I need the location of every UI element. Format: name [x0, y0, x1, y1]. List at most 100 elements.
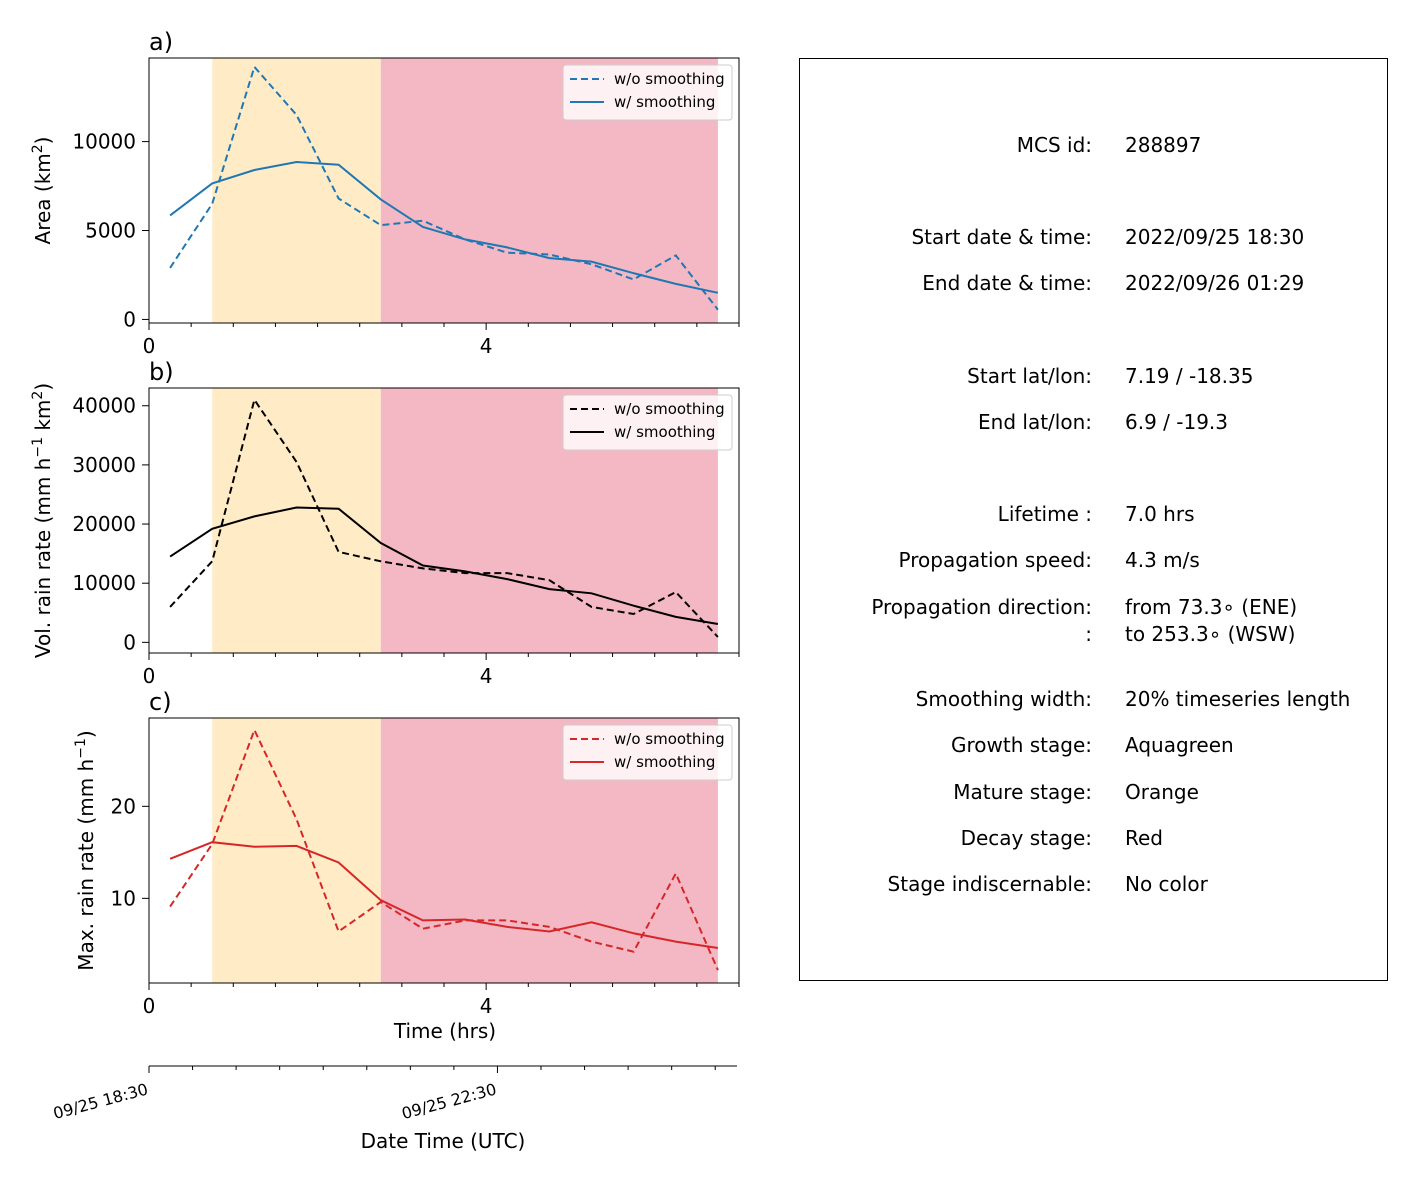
info-row: Propagation direction: from 73.3∘ (ENE): [800, 595, 1387, 619]
info-label: Growth stage:: [950, 733, 1092, 757]
y-axis-label-text: ): [31, 137, 55, 145]
info-row: Decay stage: Red: [800, 826, 1387, 850]
panel-label: a): [149, 28, 173, 56]
info-value: Red: [1125, 826, 1163, 850]
info-row: Stage indiscernable: No color: [800, 872, 1387, 896]
panel-a: 0 4 0 5000 10000 a) Area (km2) w/o smoothing w/ …: [30, 28, 740, 358]
series-line-raw: [169, 727, 719, 971]
legend-entry: w/o smoothing: [614, 730, 725, 748]
x-tick-label: 4: [480, 664, 493, 688]
info-label: Stage indiscernable:: [887, 872, 1092, 896]
info-label: Decay stage:: [960, 826, 1092, 850]
info-row: Start lat/lon: 7.19 / -18.35: [800, 364, 1387, 388]
info-value: 2022/09/26 01:29: [1125, 271, 1305, 295]
info-row: End date & time: 2022/09/26 01:29: [800, 271, 1387, 295]
y-axis-label: Max. rain rate (mm h−1): [73, 730, 98, 970]
info-label: Start lat/lon:: [967, 364, 1092, 388]
datetime-axis-label: Date Time (UTC): [361, 1129, 526, 1153]
info-label: Propagation direction:: [871, 595, 1092, 619]
legend: w/o smoothing w/ smoothing: [562, 724, 733, 781]
y-axis-label-text: km: [31, 400, 55, 437]
y-axis-label-text: Vol. rain rate (mm h: [31, 458, 55, 659]
legend-entry: w/ smoothing: [614, 423, 715, 441]
info-value: 20% timeseries length: [1125, 687, 1351, 711]
y-axis-label: Vol. rain rate (mm h−1 km2): [30, 383, 55, 658]
series-line-raw: [169, 397, 719, 638]
legend: w/o smoothing w/ smoothing: [562, 394, 733, 451]
info-value: Orange: [1125, 780, 1199, 804]
legend-box: [562, 724, 733, 781]
mature-stage-band: [212, 58, 381, 323]
info-row: Mature stage: Orange: [800, 780, 1387, 804]
legend-box: [562, 64, 733, 121]
info-row: Lifetime : 7.0 hrs: [800, 502, 1387, 526]
y-axis-label-superscript: −1: [30, 437, 46, 458]
info-value: to 253.3∘ (WSW): [1125, 622, 1296, 646]
info-value: No color: [1125, 872, 1208, 896]
info-row: End lat/lon: 6.9 / -19.3: [800, 410, 1387, 434]
info-row: Start date & time: 2022/09/25 18:30: [800, 225, 1387, 249]
info-value: from 73.3∘ (ENE): [1125, 595, 1298, 619]
info-value: 6.9 / -19.3: [1125, 410, 1229, 434]
series-line-smoothed: [169, 506, 719, 625]
y-tick-label: 20: [111, 794, 136, 818]
x-axis-label: Time (hrs): [393, 1019, 496, 1043]
info-row: MCS id: 288897: [800, 133, 1387, 157]
y-axis-label-text: ): [31, 383, 55, 391]
y-tick-label: 30000: [72, 453, 136, 477]
datetime-tick-label: 09/25 22:30: [400, 1080, 499, 1124]
info-label: Lifetime :: [997, 502, 1092, 526]
x-tick-label: 0: [143, 664, 156, 688]
x-tick-label: 0: [143, 994, 156, 1018]
info-row: Growth stage: Aquagreen: [800, 733, 1387, 757]
info-row: : to 253.3∘ (WSW): [800, 622, 1387, 646]
y-tick-label: 5000: [85, 219, 136, 243]
y-tick-label: 10: [111, 886, 136, 910]
legend-entry: w/o smoothing: [614, 400, 725, 418]
y-axis-label-text: Max. rain rate (mm h: [74, 759, 98, 971]
mcs-info-panel: MCS id: 288897 Start date & time: 2022/09/2…: [799, 58, 1388, 981]
mature-stage-band: [212, 718, 381, 983]
x-tick-label: 0: [143, 334, 156, 358]
info-value: 4.3 m/s: [1125, 548, 1200, 572]
y-tick-label: 20000: [72, 512, 136, 536]
info-label: Smoothing width:: [915, 687, 1092, 711]
series-line-raw: [169, 64, 719, 311]
y-tick-label: 10000: [72, 571, 136, 595]
info-label: Start date & time:: [911, 225, 1092, 249]
legend-box: [562, 394, 733, 451]
legend-entry: w/ smoothing: [614, 753, 715, 771]
info-value: 7.0 hrs: [1125, 502, 1195, 526]
legend-entry: w/o smoothing: [614, 70, 725, 88]
y-tick-label: 0: [123, 307, 136, 331]
panel-label: b): [149, 358, 174, 386]
info-value: 288897: [1125, 133, 1202, 157]
info-row: Propagation speed: 4.3 m/s: [800, 548, 1387, 572]
legend-entry: w/ smoothing: [614, 93, 715, 111]
panel-label: c): [149, 688, 172, 716]
y-axis-label-text: Area (km: [31, 153, 55, 244]
info-value: Aquagreen: [1125, 733, 1234, 757]
info-label: End lat/lon:: [978, 410, 1092, 434]
y-axis-label-superscript: −1: [73, 738, 89, 759]
y-axis-label-superscript: 2: [30, 144, 46, 153]
series-line-smoothed: [169, 841, 719, 949]
y-axis-label-superscript: 2: [30, 391, 46, 400]
y-tick-label: 40000: [72, 394, 136, 418]
panel-b: 0 4 0 10000 20000 30000 40000 b) Vol. rain rate …: [30, 358, 740, 688]
info-label: Mature stage:: [953, 780, 1092, 804]
info-label: :: [1085, 622, 1092, 646]
x-tick-label: 4: [480, 334, 493, 358]
datetime-axis: 09/25 18:30 09/25 22:30 Date Time (UTC): [51, 1065, 737, 1153]
info-label: MCS id:: [1016, 133, 1092, 157]
legend: w/o smoothing w/ smoothing: [562, 64, 733, 121]
info-label: Propagation speed:: [898, 548, 1092, 572]
y-axis-label: Area (km2): [30, 137, 55, 245]
datetime-tick-label: 09/25 18:30: [51, 1080, 150, 1124]
series-line-smoothed: [169, 160, 719, 294]
x-tick-label: 4: [480, 994, 493, 1018]
info-value: 7.19 / -18.35: [1125, 364, 1254, 388]
info-row: Smoothing width: 20% timeseries length: [800, 687, 1387, 711]
y-tick-label: 10000: [72, 130, 136, 154]
